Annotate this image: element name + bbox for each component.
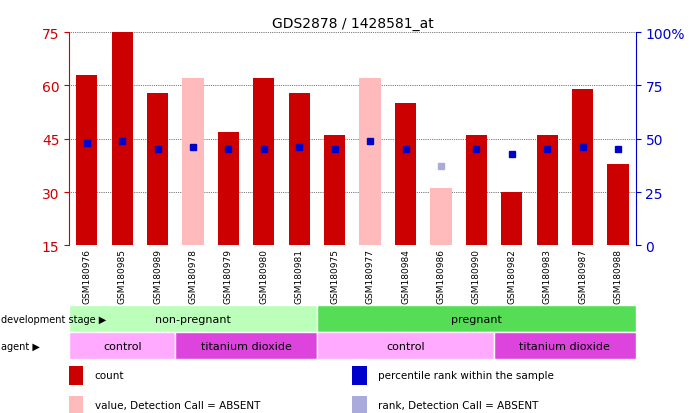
Bar (69, 366, 83, 385)
Bar (607, 164, 629, 246)
Bar (352, 366, 366, 385)
Bar (69, 396, 83, 413)
Bar (253, 79, 274, 246)
FancyBboxPatch shape (494, 332, 636, 359)
FancyBboxPatch shape (317, 306, 636, 332)
Text: GSM180986: GSM180986 (437, 249, 446, 304)
Text: titanium dioxide: titanium dioxide (200, 341, 292, 351)
Bar (218, 132, 239, 246)
Text: development stage ▶: development stage ▶ (1, 314, 106, 324)
Text: GSM180976: GSM180976 (82, 249, 91, 304)
Bar (572, 90, 593, 246)
Text: count: count (95, 370, 124, 380)
Text: GSM180977: GSM180977 (366, 249, 375, 304)
Text: rank, Detection Call = ABSENT: rank, Detection Call = ABSENT (378, 400, 538, 410)
Bar (289, 93, 310, 246)
FancyBboxPatch shape (69, 306, 317, 332)
Text: GSM180987: GSM180987 (578, 249, 587, 304)
Text: GSM180979: GSM180979 (224, 249, 233, 304)
Bar (352, 396, 366, 413)
Text: titanium dioxide: titanium dioxide (520, 341, 610, 351)
Text: GSM180985: GSM180985 (117, 249, 126, 304)
Bar (359, 79, 381, 246)
FancyBboxPatch shape (176, 332, 317, 359)
Bar (324, 136, 346, 246)
FancyBboxPatch shape (317, 332, 494, 359)
Bar (182, 79, 204, 246)
Title: GDS2878 / 1428581_at: GDS2878 / 1428581_at (272, 17, 433, 31)
Text: GSM180988: GSM180988 (614, 249, 623, 304)
Bar (147, 93, 168, 246)
Text: agent ▶: agent ▶ (1, 341, 39, 351)
Text: control: control (103, 341, 142, 351)
Text: value, Detection Call = ABSENT: value, Detection Call = ABSENT (95, 400, 260, 410)
Text: pregnant: pregnant (451, 314, 502, 324)
Text: GSM180982: GSM180982 (507, 249, 516, 304)
Text: GSM180975: GSM180975 (330, 249, 339, 304)
FancyBboxPatch shape (69, 332, 176, 359)
Bar (76, 76, 97, 246)
Bar (466, 136, 487, 246)
Bar (395, 104, 416, 246)
Text: GSM180978: GSM180978 (189, 249, 198, 304)
Text: GSM180981: GSM180981 (295, 249, 304, 304)
Bar (430, 189, 451, 246)
Text: GSM180983: GSM180983 (542, 249, 551, 304)
Bar (536, 136, 558, 246)
Text: non-pregnant: non-pregnant (155, 314, 231, 324)
Bar (111, 33, 133, 246)
Text: GSM180984: GSM180984 (401, 249, 410, 304)
Text: GSM180989: GSM180989 (153, 249, 162, 304)
Text: GSM180980: GSM180980 (259, 249, 268, 304)
Text: percentile rank within the sample: percentile rank within the sample (378, 370, 553, 380)
Text: GSM180990: GSM180990 (472, 249, 481, 304)
Text: control: control (386, 341, 425, 351)
Bar (501, 192, 522, 246)
